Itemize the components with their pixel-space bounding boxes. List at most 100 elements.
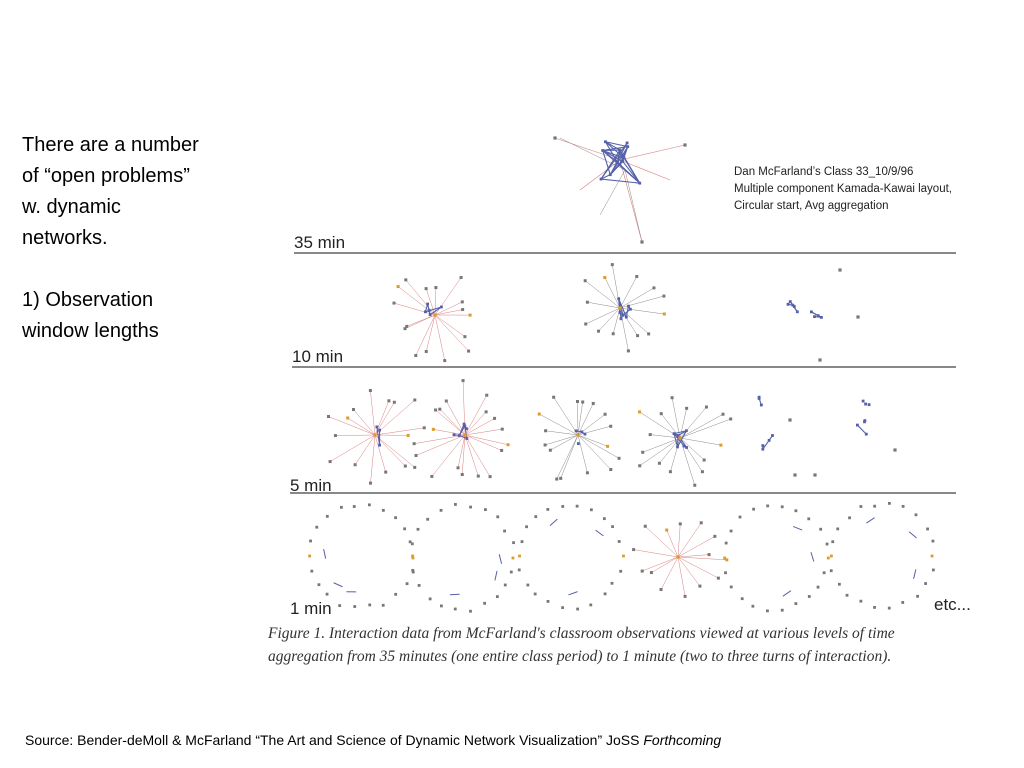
network-node <box>559 476 563 480</box>
network-edge <box>494 570 498 581</box>
network-node <box>511 556 515 560</box>
network-node <box>619 317 623 321</box>
network-node <box>500 427 504 431</box>
network-node <box>609 424 613 428</box>
network-edge <box>679 418 731 439</box>
network-node <box>757 395 761 399</box>
network-node <box>647 332 651 336</box>
network-node <box>707 553 711 557</box>
network-node <box>659 588 663 592</box>
text-line: w. dynamic <box>22 196 121 218</box>
network-edge <box>677 523 681 558</box>
network-node <box>439 508 443 512</box>
network-node <box>678 522 682 526</box>
network-edge <box>677 554 710 558</box>
network-node <box>659 412 663 416</box>
network-edge <box>673 430 687 435</box>
network-node <box>325 592 329 596</box>
text-line: There are a number <box>22 134 199 156</box>
network-edge <box>374 427 425 436</box>
network-node <box>459 275 463 279</box>
network-node <box>636 334 640 338</box>
network-node <box>546 508 550 511</box>
network-node <box>822 571 826 575</box>
network-edge <box>609 146 629 175</box>
network-node <box>561 606 565 610</box>
network-edge <box>595 529 604 537</box>
network-edge <box>673 433 685 447</box>
network-edge <box>577 403 594 436</box>
network-node <box>610 581 614 585</box>
network-edge <box>328 416 376 436</box>
network-node <box>643 524 647 528</box>
network-node <box>525 525 528 529</box>
network-node <box>914 513 918 517</box>
network-node <box>766 609 769 613</box>
network-node <box>424 310 427 314</box>
network-node <box>610 263 614 267</box>
network-node <box>367 503 371 507</box>
network-node <box>683 143 687 147</box>
network-node <box>626 145 630 149</box>
network-edge <box>908 531 917 539</box>
network-node <box>767 438 771 442</box>
network-edge <box>464 411 487 436</box>
network-node <box>873 504 877 508</box>
network-edge <box>677 536 715 558</box>
network-node <box>648 433 652 437</box>
network-node <box>544 429 548 433</box>
network-node <box>632 548 636 552</box>
network-node <box>676 434 680 437</box>
network-node <box>771 434 774 437</box>
network-node <box>309 539 312 543</box>
network-edge <box>435 409 466 436</box>
network-edge <box>545 430 579 436</box>
network-node <box>861 399 865 403</box>
network-edge <box>671 397 681 439</box>
network-node <box>618 163 621 167</box>
network-node <box>456 466 460 470</box>
network-node <box>404 278 408 282</box>
network-node <box>403 527 407 531</box>
network-node <box>434 286 438 290</box>
network-node <box>328 460 332 464</box>
network-node <box>575 399 579 403</box>
network-edge <box>792 525 803 531</box>
network-node <box>368 603 372 607</box>
network-edge <box>600 149 621 180</box>
network-node <box>729 585 733 589</box>
network-node <box>468 313 472 317</box>
network-node <box>672 432 676 436</box>
network-node <box>856 315 860 319</box>
network-node <box>338 604 342 607</box>
header-note-line: Multiple component Kamada-Kawai layout, <box>734 183 952 195</box>
network-node <box>392 400 396 404</box>
network-node <box>818 358 822 362</box>
network-node <box>725 558 729 562</box>
network-edge <box>619 276 637 309</box>
network-node <box>626 349 630 353</box>
network-node <box>793 473 797 477</box>
network-node <box>534 515 538 519</box>
network-node <box>752 507 756 511</box>
network-node <box>396 285 400 289</box>
network-edge <box>579 159 621 191</box>
network-node <box>339 505 343 509</box>
network-node <box>576 442 580 445</box>
network-node <box>831 540 835 544</box>
network-node <box>685 446 688 449</box>
network-node <box>469 609 472 613</box>
network-node <box>543 443 547 447</box>
network-node <box>859 599 863 603</box>
network-edge <box>577 434 611 470</box>
network-edge <box>624 169 643 243</box>
network-node <box>403 464 407 468</box>
network-edge <box>370 390 376 436</box>
network-node <box>699 521 703 525</box>
network-node <box>411 568 415 572</box>
network-node <box>408 540 412 544</box>
source-status: Forthcoming <box>643 732 722 748</box>
network-node <box>617 456 621 460</box>
network-edge <box>619 144 686 161</box>
network-node <box>444 399 448 403</box>
